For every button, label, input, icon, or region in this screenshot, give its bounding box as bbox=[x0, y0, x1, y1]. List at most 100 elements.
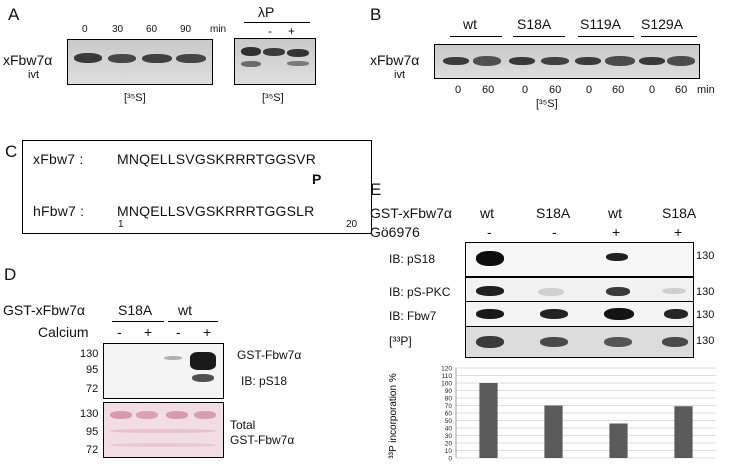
panel-d-bar-wt bbox=[168, 321, 218, 322]
panel-b-bar-s119a bbox=[578, 36, 634, 37]
panel-e-blot-fbw7 bbox=[465, 301, 694, 330]
panel-d-blot-ps18 bbox=[103, 343, 224, 399]
chart-bars bbox=[479, 383, 693, 458]
panel-b-time-1: 0 bbox=[455, 84, 462, 96]
panel-e-group-3: wt bbox=[608, 205, 622, 221]
panel-e-inhibitor-2: - bbox=[552, 224, 557, 240]
panel-c-h-label: hFbw7 : bbox=[33, 203, 85, 219]
panel-b-group-s18a: S18A bbox=[517, 16, 552, 32]
panel-b-bar-s129a bbox=[641, 36, 697, 37]
panel-d-letter: D bbox=[4, 265, 17, 284]
panel-d-marker-top-130: 130 bbox=[80, 348, 99, 360]
panel-e-group-4: S18A bbox=[662, 205, 697, 221]
chart-y-tick-label: 90 bbox=[445, 388, 453, 395]
panel-a-lambda-minus: - bbox=[268, 24, 272, 38]
panel-b-bar-s18a bbox=[513, 36, 565, 37]
panel-b-ivt-label: ivt bbox=[394, 69, 405, 81]
panel-b-time-3: 0 bbox=[522, 84, 529, 96]
panel-d-group-wt: wt bbox=[178, 302, 192, 318]
panel-d-ib-label: IB: pS18 bbox=[241, 374, 288, 388]
chart-y-tick-label: 120 bbox=[441, 366, 452, 373]
panel-e-group-1: wt bbox=[480, 205, 494, 221]
panel-e-blot-label-1: IB: pS18 bbox=[389, 252, 436, 266]
panel-a-lambda-label: λP bbox=[258, 4, 275, 20]
panel-d-marker-bottom-72: 72 bbox=[86, 444, 99, 456]
panel-e-inhibitor-label: Gö6976 bbox=[370, 224, 420, 240]
panel-d-blot-ponceau bbox=[103, 402, 224, 458]
chart-y-tick-label: 40 bbox=[445, 426, 453, 433]
panel-d-calcium-label: Calcium bbox=[38, 324, 89, 340]
panel-c-pos-start: 1 bbox=[118, 219, 124, 230]
panel-d-marker-bottom-95: 95 bbox=[86, 426, 99, 438]
panel-b-time-6: 60 bbox=[612, 84, 625, 96]
panel-a-blot-timecourse bbox=[67, 39, 213, 85]
panel-e-marker-3: 130 bbox=[696, 309, 715, 321]
panel-e-construct: GST-xFbw7α bbox=[370, 205, 452, 221]
chart-y-tick-label: 50 bbox=[445, 418, 453, 425]
chart-y-tick-label: 30 bbox=[445, 433, 453, 440]
panel-b-time-2: 60 bbox=[482, 84, 495, 96]
panel-c-pos-end: 20 bbox=[346, 219, 358, 230]
panel-e-inhibitor-4: + bbox=[674, 224, 683, 240]
panel-e-marker-4: 130 bbox=[696, 335, 715, 347]
panel-a-time-unit: min bbox=[210, 24, 227, 35]
panel-b-time-8: 60 bbox=[675, 84, 688, 96]
panel-b-blot bbox=[434, 44, 700, 79]
panel-d-calcium-1: - bbox=[117, 324, 122, 340]
panel-b-group-s119a: S119A bbox=[580, 16, 621, 32]
panel-d-calcium-4: + bbox=[203, 324, 212, 340]
panel-e-blot-label-3: IB: Fbw7 bbox=[389, 309, 437, 323]
panel-b-time-unit: min bbox=[697, 84, 715, 96]
chart-y-tick-label: 10 bbox=[445, 448, 453, 455]
chart-y-tick-label: 60 bbox=[445, 411, 453, 418]
panel-a-blot-phosphatase bbox=[234, 38, 316, 85]
panel-d-construct: GST-xFbw7α bbox=[3, 302, 85, 318]
panel-b-letter: B bbox=[370, 5, 382, 24]
chart-y-axis-label: ³³P incorporation % bbox=[388, 373, 399, 459]
chart-y-tick-label: 80 bbox=[445, 396, 453, 403]
panel-e-blot-33p bbox=[465, 326, 694, 358]
chart-y-tick-label: 70 bbox=[445, 403, 453, 410]
panel-e-inhibitor-1: - bbox=[487, 224, 492, 240]
chart-y-tick-label: 20 bbox=[445, 441, 453, 448]
panel-b-time-5: 0 bbox=[586, 84, 593, 96]
panel-d-marker-bottom-130: 130 bbox=[80, 408, 99, 420]
chart-bar bbox=[609, 423, 628, 458]
panel-a-35s-left: [³⁵S] bbox=[124, 92, 146, 104]
panel-d-total-label-1: Total bbox=[230, 418, 256, 432]
panel-d-bar-s18a bbox=[112, 321, 164, 322]
panel-a-time-60: 60 bbox=[146, 24, 158, 35]
panel-d-marker-top-72: 72 bbox=[86, 383, 99, 395]
chart-y-tick-label: 110 bbox=[442, 373, 453, 380]
panel-e-inhibitor-3: + bbox=[612, 224, 621, 240]
panel-d-marker-top-95: 95 bbox=[86, 364, 99, 376]
panel-b-35s: [³⁵S] bbox=[536, 98, 558, 110]
panel-b-group-s129a: S129A bbox=[641, 16, 684, 32]
panel-c-letter: C bbox=[5, 142, 18, 161]
panel-c-x-sequence: MNQELLSVGSKRRRTGGSVR bbox=[117, 151, 317, 167]
panel-a-letter: A bbox=[8, 5, 20, 24]
panel-d-total-label-2: GST-Fbw7α bbox=[230, 433, 295, 447]
chart-bar bbox=[544, 405, 563, 458]
chart-y-tick-label: 0 bbox=[448, 456, 452, 463]
panel-a-lambda-bar bbox=[244, 22, 310, 23]
panel-e-marker-1: 130 bbox=[696, 250, 715, 262]
panel-c-x-label: xFbw7 : bbox=[33, 151, 84, 167]
panel-a-ivt-label: ivt bbox=[28, 69, 39, 81]
panel-e-letter: E bbox=[370, 180, 382, 199]
chart-bar bbox=[674, 406, 693, 458]
panel-a-time-30: 30 bbox=[112, 24, 124, 35]
panel-c-h-sequence: MNQELLSVGSKRRRTGGSLR bbox=[117, 203, 315, 219]
chart-y-tick-label: 100 bbox=[441, 381, 452, 388]
panel-b-protein-label: xFbw7α bbox=[370, 52, 420, 68]
panel-a-time-0: 0 bbox=[82, 24, 88, 35]
panel-e-marker-2: 130 bbox=[696, 286, 715, 298]
panel-c-phospho-mark: P bbox=[312, 171, 322, 187]
panel-c-box bbox=[22, 140, 372, 234]
chart-bar bbox=[479, 383, 498, 458]
panel-e-blot-label-4: [³³P] bbox=[389, 334, 412, 348]
panel-d-calcium-3: - bbox=[176, 324, 181, 340]
panel-a-35s-right: [³⁵S] bbox=[262, 92, 284, 104]
